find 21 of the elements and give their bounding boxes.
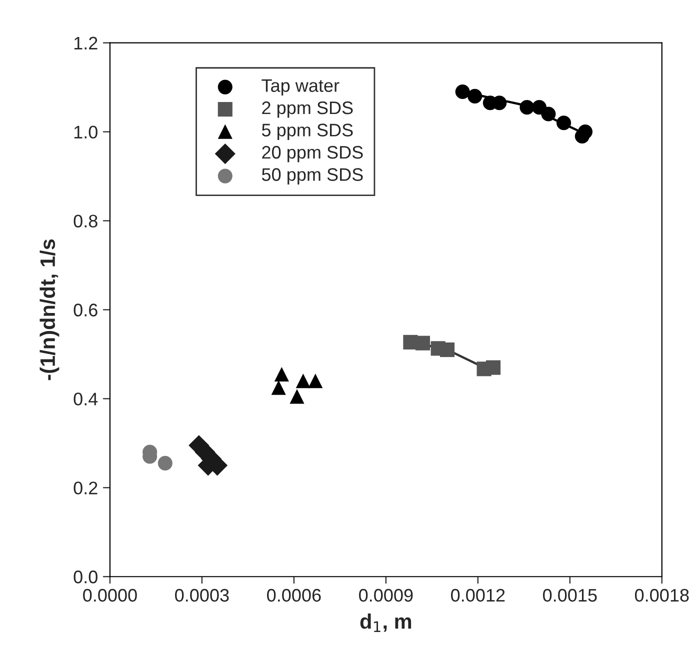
x-tick-label: 0.0003 <box>175 588 229 602</box>
y-tick-label: 1.0 <box>74 126 98 139</box>
y-tick-label: 0.8 <box>74 214 98 228</box>
legend-label: 50 ppm SDS <box>262 168 363 185</box>
y-axis-title: -(1/n)dn/dt, 1/s <box>40 239 60 380</box>
x-axis-title: d$_{1}$, m <box>360 613 412 632</box>
y-tick-label: 1.2 <box>74 36 98 50</box>
x-tick-label: 0.0012 <box>451 588 505 602</box>
x-tick-label: 0.0006 <box>267 588 321 602</box>
x-tick-label: 0.0015 <box>543 588 597 602</box>
legend-label: 20 ppm SDS <box>262 146 363 162</box>
x-tick-label: 0.0000 <box>83 588 137 602</box>
legend-label: 2 ppm SDS <box>262 101 353 118</box>
y-tick-label: 0.6 <box>74 304 98 316</box>
x-tick-label: 0.0018 <box>634 588 689 602</box>
x-tick-label: 0.0009 <box>359 588 413 602</box>
y-tick-label: 0.4 <box>74 392 98 406</box>
y-tick-label: 0.2 <box>74 482 98 494</box>
y-tick-label: 0.0 <box>74 570 98 584</box>
legend-label: 5 ppm SDS <box>262 124 353 140</box>
legend-label: Tap water <box>262 79 340 96</box>
